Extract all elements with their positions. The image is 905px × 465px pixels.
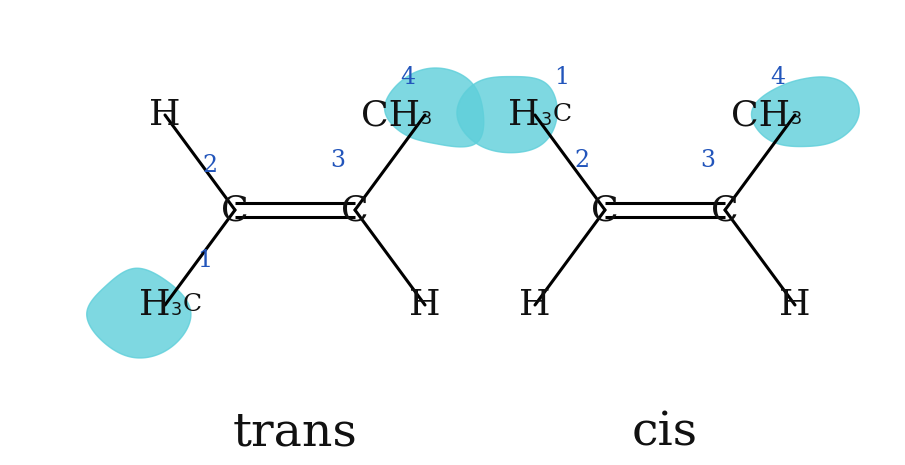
Text: C: C xyxy=(221,193,249,227)
Polygon shape xyxy=(385,68,484,147)
Text: 2: 2 xyxy=(575,148,589,172)
Text: $_3$: $_3$ xyxy=(790,104,802,126)
Text: $_3$: $_3$ xyxy=(420,104,432,126)
Text: H: H xyxy=(149,98,181,132)
Text: 4: 4 xyxy=(400,66,415,88)
Text: 1: 1 xyxy=(555,66,569,88)
Text: 3: 3 xyxy=(700,148,716,172)
Text: 1: 1 xyxy=(197,248,213,272)
Text: H: H xyxy=(409,288,441,322)
Text: H: H xyxy=(779,288,811,322)
Polygon shape xyxy=(87,268,191,358)
Text: C: C xyxy=(341,193,369,227)
Text: trans: trans xyxy=(233,411,357,456)
Text: $_3$C: $_3$C xyxy=(170,292,202,318)
Text: H: H xyxy=(138,288,170,322)
Polygon shape xyxy=(457,77,557,153)
Polygon shape xyxy=(751,77,859,146)
Text: 2: 2 xyxy=(203,153,217,177)
Text: CH: CH xyxy=(361,98,420,132)
Text: H: H xyxy=(509,98,540,132)
Text: cis: cis xyxy=(632,411,698,456)
Text: C: C xyxy=(591,193,619,227)
Text: CH: CH xyxy=(731,98,790,132)
Text: 4: 4 xyxy=(770,66,786,88)
Text: 3: 3 xyxy=(330,148,346,172)
Text: H: H xyxy=(519,288,551,322)
Text: $_3$C: $_3$C xyxy=(540,102,572,128)
Text: C: C xyxy=(711,193,738,227)
